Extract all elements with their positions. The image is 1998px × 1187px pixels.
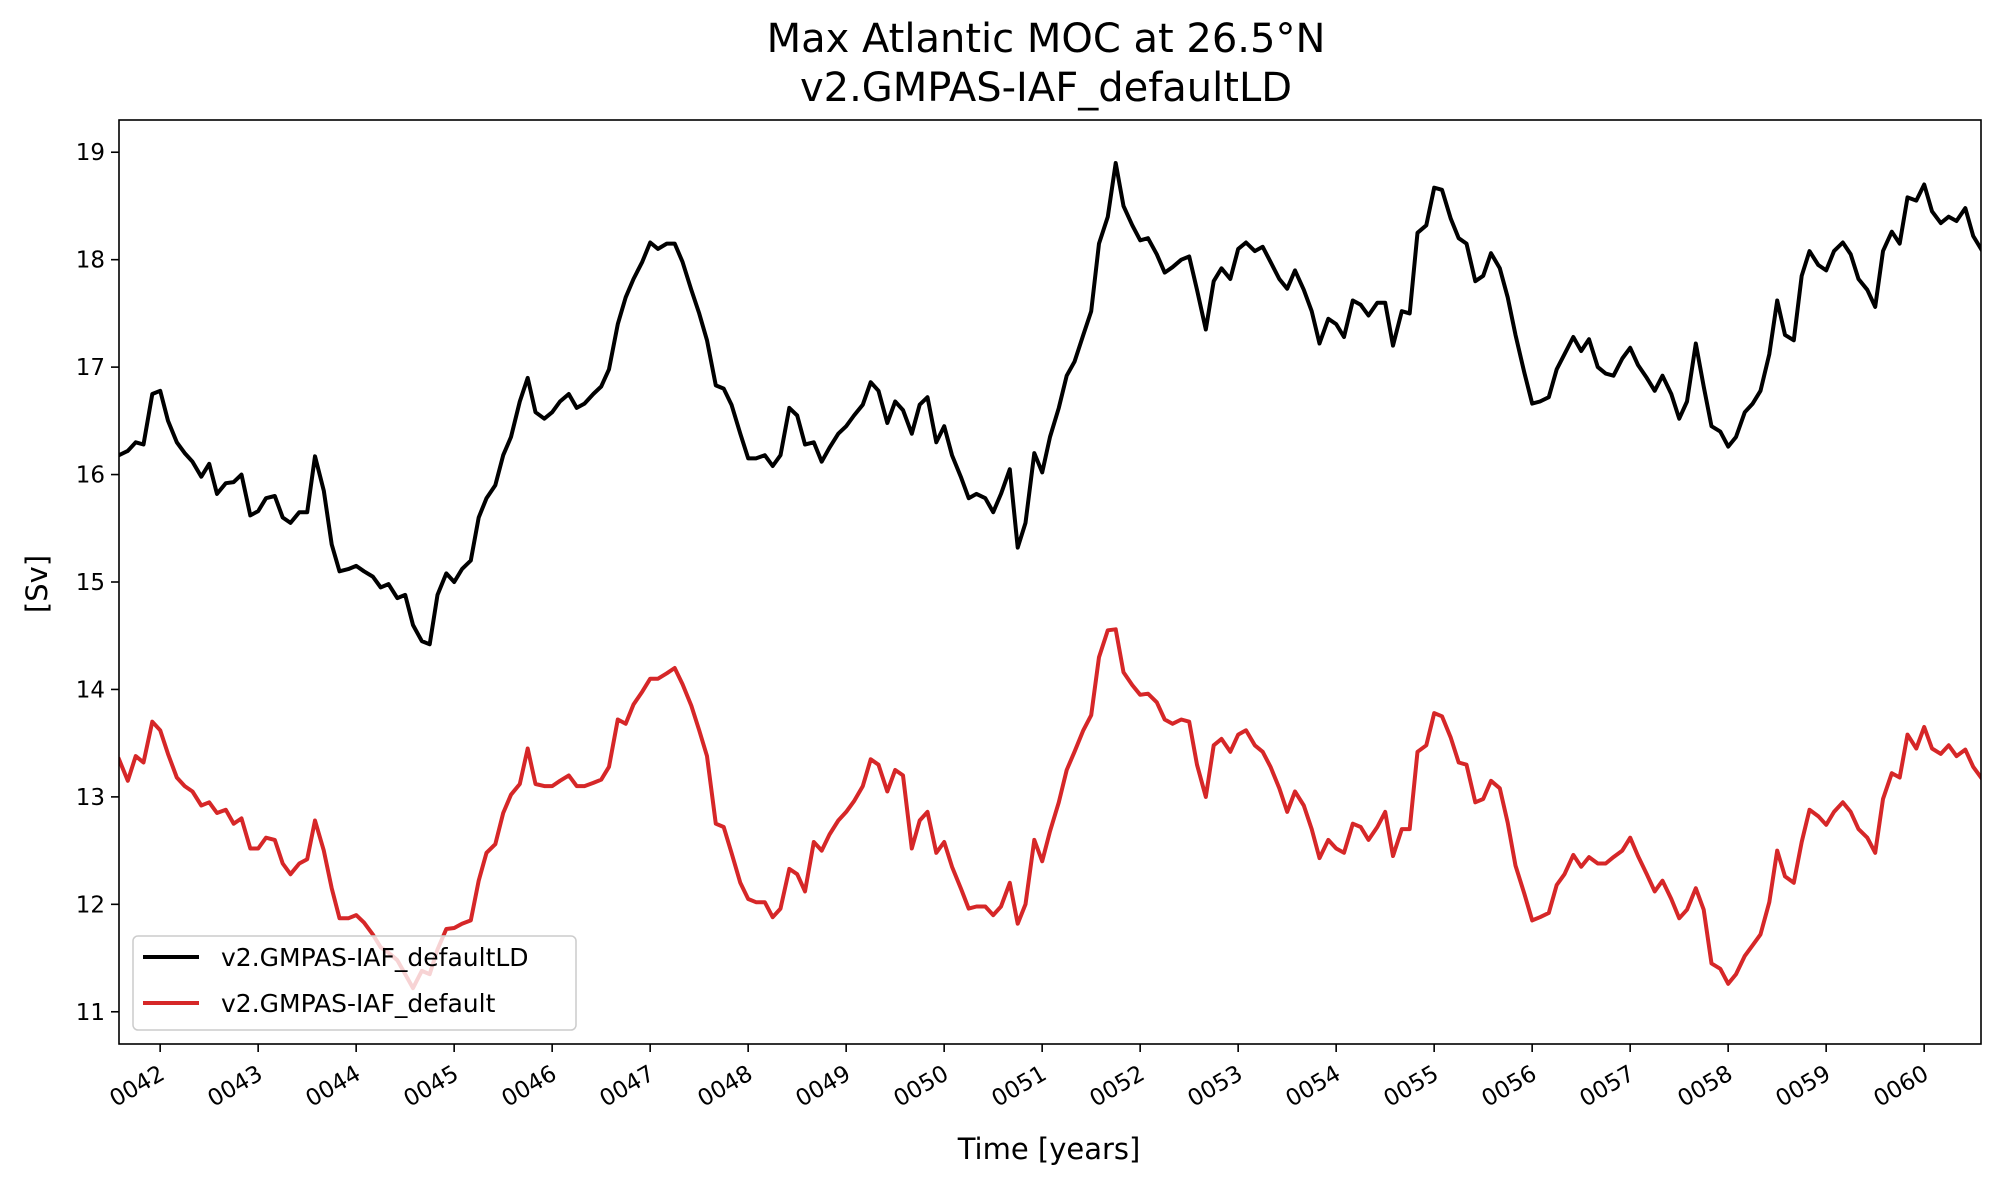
- y-axis-label: [Sv]: [20, 555, 54, 613]
- legend: v2.GMPAS-IAF_defaultLD v2.GMPAS-IAF_defa…: [132, 935, 577, 1031]
- legend-box: [132, 935, 577, 1031]
- y-tick-label: 16: [76, 463, 105, 489]
- y-tick-label: 11: [76, 1000, 105, 1026]
- y-tick-label: 18: [76, 248, 105, 274]
- y-tick-label: 12: [76, 892, 105, 918]
- series-line-0: [119, 161, 1981, 647]
- chart-title: Max Atlantic MOC at 26.5°N: [767, 16, 1326, 62]
- y-tick-label: 17: [76, 355, 105, 381]
- y-tick-label: 15: [76, 570, 105, 596]
- chart-subtitle: v2.GMPAS-IAF_defaultLD: [800, 65, 1292, 111]
- legend-label-defaultLD: v2.GMPAS-IAF_defaultLD: [221, 943, 529, 972]
- y-tick-label: 19: [76, 140, 105, 166]
- y-tick-label: 13: [76, 785, 105, 811]
- x-axis-label: Time [years]: [957, 1132, 1141, 1166]
- y-tick-label: 14: [76, 677, 105, 703]
- y-axis: 11 12 13 14 15 16 17 18 19: [76, 140, 119, 1026]
- legend-label-default: v2.GMPAS-IAF_default: [221, 989, 496, 1018]
